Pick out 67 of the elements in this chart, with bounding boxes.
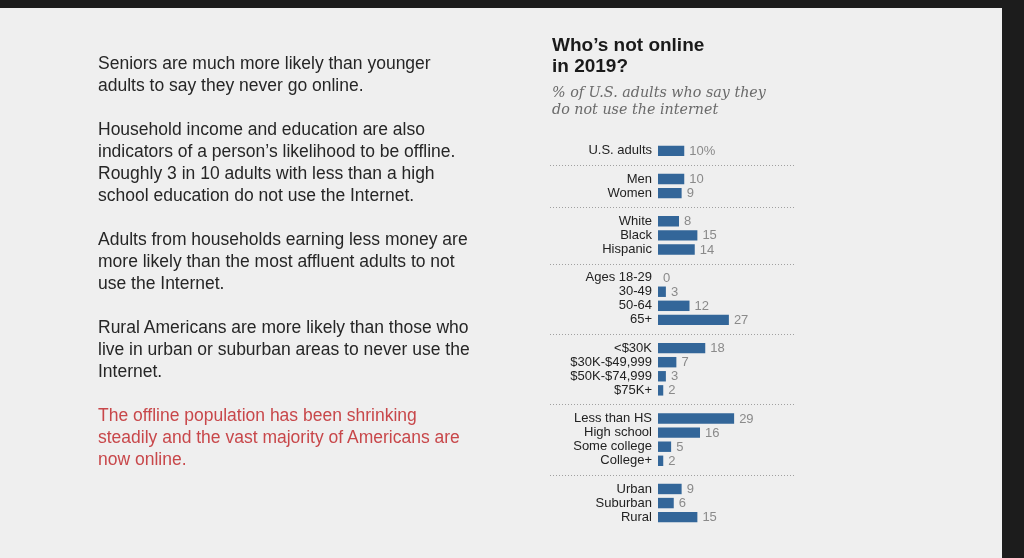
y-tick-label: Hispanic	[602, 240, 653, 256]
bar	[658, 511, 698, 522]
bar	[658, 286, 666, 297]
y-tick-label: 50-64	[618, 296, 652, 312]
data-label: 14	[699, 241, 715, 257]
bar	[658, 483, 682, 494]
y-tick-label: Urban	[616, 480, 652, 496]
y-tick-label: Suburban	[595, 494, 652, 510]
data-label: 9	[686, 480, 694, 496]
data-label: 27	[733, 311, 749, 327]
bar	[658, 497, 674, 508]
data-label: 9	[686, 184, 694, 200]
y-tick-label: Rural	[620, 508, 653, 524]
data-label: 16	[705, 424, 720, 440]
text: Seniors are much more likely than younger adults to say they never go online.	[98, 52, 432, 96]
y-tick-label: Less than HS	[573, 409, 653, 425]
y-tick-label: Black	[620, 226, 653, 242]
bar	[658, 455, 664, 466]
y-tick-label: $75K+	[614, 381, 652, 397]
bar	[658, 426, 700, 438]
bar	[658, 384, 664, 396]
text: Rural Americans are more likely than those who live in urban or suburban areas to never use the Internet.	[98, 316, 471, 382]
data-label: 12	[694, 297, 709, 313]
chart-title: Who’s not online in 2019?	[552, 34, 706, 76]
bar	[658, 145, 685, 156]
y-tick-label: U.S. adults	[588, 141, 653, 157]
bar	[658, 356, 677, 367]
data-label: 15	[702, 226, 717, 242]
data-label: 2	[668, 381, 676, 397]
y-tick-label: $30K-$49,999	[570, 353, 652, 369]
text: Household income and education are also indicators of a person’s likelihood to be offline. Roughly 3 in 10 adults with less than a high school education do not use the Internet.	[98, 118, 457, 206]
data-label: 10%	[689, 142, 716, 158]
data-label: 0	[663, 269, 671, 285]
data-label: 7	[681, 353, 689, 369]
y-tick-label: Ages 18-29	[585, 268, 652, 284]
bar	[658, 300, 690, 311]
text: The offline population has been shrinking steadily and the vast majority of Americans are now online.	[98, 404, 461, 470]
data-label: 3	[670, 367, 679, 383]
bar	[658, 370, 666, 381]
data-label: 2	[668, 452, 676, 468]
bar	[658, 173, 685, 184]
y-tick-label: Women	[607, 184, 652, 200]
bar	[658, 229, 698, 241]
bar	[658, 215, 679, 226]
bar	[658, 342, 706, 353]
data-label: 8	[684, 212, 692, 228]
y-tick-label: White	[618, 212, 652, 228]
data-label: 18	[710, 339, 725, 355]
y-tick-label: Men	[626, 170, 652, 186]
text: Adults from households earning less money are more likely than the most affluent adults to not use the Internet.	[98, 228, 469, 294]
bar	[658, 243, 695, 255]
data-label: 10	[689, 170, 704, 186]
y-tick-label: $50K-$74,999	[570, 367, 652, 383]
data-label: 3	[670, 283, 679, 299]
y-tick-label: <$30K	[614, 339, 653, 355]
data-label: 5	[676, 438, 684, 454]
chart-subtitle: % of U.S. adults who say they do not use the internet	[552, 84, 767, 118]
y-tick-label: High school	[584, 423, 653, 439]
data-label: 6	[678, 494, 686, 510]
data-label: 15	[702, 508, 717, 524]
data-label: 29	[739, 410, 754, 426]
bar	[658, 441, 672, 452]
y-tick-label: 65+	[629, 310, 652, 326]
bar	[658, 412, 735, 424]
y-tick-label: 30-49	[618, 282, 652, 298]
bar	[658, 187, 682, 198]
bar	[658, 314, 729, 325]
